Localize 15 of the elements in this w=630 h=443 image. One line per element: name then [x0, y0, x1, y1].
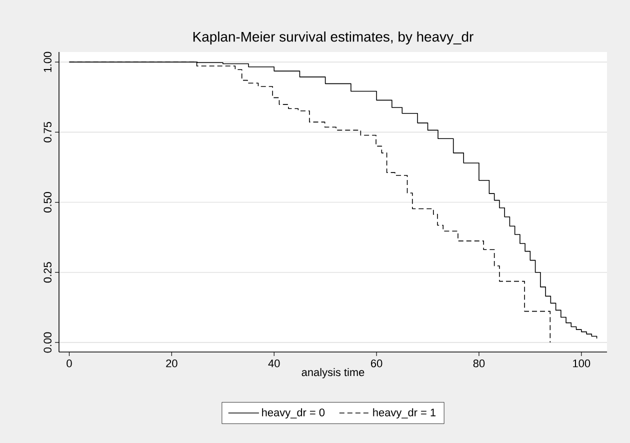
x-tick-label: 100	[573, 360, 590, 368]
x-tick-label: 20	[166, 360, 178, 368]
x-axis-title: analysis time	[302, 368, 364, 378]
legend-label: heavy_dr = 1	[373, 408, 436, 418]
y-tick-label: 0.50	[44, 192, 52, 213]
y-tick-label: 1.00	[44, 52, 52, 72]
x-tick-label: 0	[66, 360, 72, 368]
y-tick-label: 0.75	[44, 122, 52, 142]
chart-title: Kaplan-Meier survival estimates, by heavy_dr	[193, 31, 474, 44]
x-tick-label: 40	[268, 360, 280, 368]
y-tick-label: 0.00	[44, 332, 52, 353]
x-tick-label: 80	[473, 360, 485, 368]
legend-label: heavy_dr = 0	[262, 408, 325, 418]
y-tick-label: 0.25	[44, 262, 52, 283]
x-tick-label: 60	[371, 360, 382, 368]
